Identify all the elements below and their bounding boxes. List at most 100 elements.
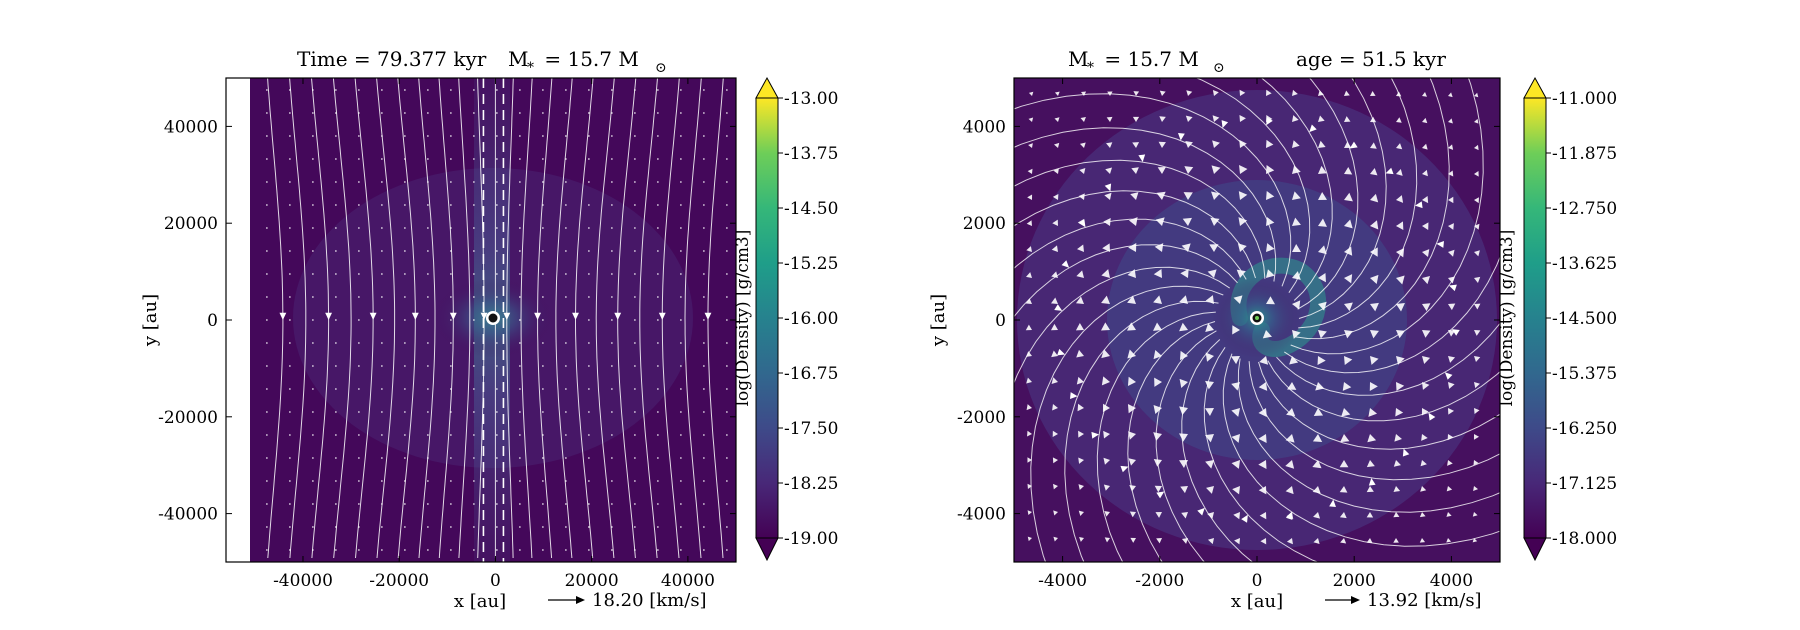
velocity-arrow (1205, 352, 1214, 362)
velocity-arrows-right (1025, 89, 1481, 545)
velocity-arrow (265, 135, 268, 137)
velocity-arrow (702, 89, 705, 91)
velocity-arrow (1053, 483, 1058, 490)
velocity-arrow (1155, 217, 1165, 226)
velocity-arrow (564, 526, 567, 528)
velocity-arrow (610, 411, 613, 413)
velocity-arrow (1421, 408, 1429, 416)
velocity-arrow (380, 319, 383, 321)
velocity-arrow (587, 158, 590, 160)
velocity-arrow (1128, 431, 1136, 440)
velocity-arrow (1051, 297, 1058, 304)
velocity-arrow (679, 296, 682, 298)
velocity-arrow (1104, 537, 1110, 543)
velocity-arrow (1370, 356, 1379, 365)
velocity-arrow (1318, 218, 1327, 227)
velocity-arrow (357, 388, 360, 390)
streamline (1014, 244, 1238, 318)
colorbar-tick-label-right: -18.000 (1552, 529, 1617, 549)
colorbar-tick-label-right: -13.625 (1552, 254, 1617, 274)
velocity-arrow (1473, 460, 1479, 466)
velocity-arrow (288, 296, 291, 298)
velocity-arrow (1179, 295, 1188, 304)
velocity-arrow (472, 319, 475, 321)
y-tick-label-right: 4000 (963, 117, 1006, 137)
velocity-arrow (426, 411, 429, 413)
velocity-arrow (1422, 249, 1430, 258)
velocity-arrow (403, 250, 406, 252)
velocity-arrow (1179, 406, 1188, 416)
velocity-arrow (1292, 140, 1300, 148)
velocity-arrow (288, 457, 291, 459)
velocity-arrow (1266, 296, 1275, 305)
velocity-arrow (610, 388, 613, 390)
velocity-arrow (449, 181, 452, 183)
velocity-arrow (633, 457, 636, 459)
velocity-arrow (1366, 512, 1374, 518)
velocity-arrow (1448, 276, 1456, 284)
velocity-arrow (472, 411, 475, 413)
velocity-arrow (1129, 484, 1136, 492)
velocity-arrow (679, 388, 682, 390)
velocity-arrow (656, 457, 659, 459)
colorbar-tick-label-right: -14.500 (1552, 309, 1617, 329)
velocity-arrow (380, 296, 383, 298)
velocity-arrow (610, 503, 613, 505)
colorbar-tick-label-left: -14.50 (784, 199, 838, 219)
velocity-arrow (265, 181, 268, 183)
velocity-arrow (1209, 244, 1219, 252)
velocity-arrow (334, 480, 337, 482)
velocity-arrow (1448, 330, 1456, 337)
streamline-arrowhead (1444, 372, 1453, 380)
velocity-arrow (564, 342, 567, 344)
velocity-arrow (1027, 194, 1033, 200)
velocity-arrow (1292, 115, 1299, 122)
velocity-arrow (1262, 330, 1272, 339)
velocity-arrow (679, 227, 682, 229)
streamline (1014, 190, 1256, 279)
velocity-arrow (1366, 460, 1375, 468)
velocity-arrow (1318, 90, 1324, 96)
velocity-arrow (587, 227, 590, 229)
velocity-arrow (702, 296, 705, 298)
y-tick-label-right: -4000 (957, 505, 1006, 525)
velocity-arrow (1292, 191, 1301, 200)
velocity-arrow (1232, 325, 1240, 335)
velocity-arrow (564, 204, 567, 206)
velocity-arrow (702, 365, 705, 367)
velocity-arrow (1292, 165, 1301, 174)
velocity-arrow (725, 480, 728, 482)
velocity-arrow (380, 135, 383, 137)
velocity-arrow (679, 112, 682, 114)
velocity-arrow (1474, 408, 1480, 414)
velocity-arrow (311, 158, 314, 160)
velocity-arrow (679, 411, 682, 413)
plot-area-right (1014, 78, 1500, 562)
colorbar-right: -11.000 -11.875 -12.750 -13.625 -14.500 -15.3… (1497, 76, 1617, 562)
velocity-arrow (1266, 114, 1273, 122)
velocity-arrow (1370, 142, 1377, 149)
streamline-arrowhead (1309, 124, 1317, 133)
velocity-arrow (1422, 303, 1431, 312)
velocity-arrow (1473, 434, 1480, 440)
velocity-arrow (1153, 404, 1162, 415)
velocity-arrow (1266, 191, 1275, 200)
velocity-arrow (334, 365, 337, 367)
y-axis-label-right: y [au] (928, 294, 949, 347)
velocity-arrow (1158, 141, 1166, 148)
velocity-arrow (311, 503, 314, 505)
velocity-arrow (1154, 485, 1162, 493)
velocity-arrow (403, 549, 406, 551)
velocity-arrow (334, 319, 337, 321)
velocity-arrow (403, 112, 406, 114)
velocity-arrow (449, 158, 452, 160)
velocity-arrow (679, 549, 682, 551)
velocity-arrow (564, 319, 567, 321)
streamline (1014, 266, 1230, 385)
velocity-arrow (357, 365, 360, 367)
y-tick-label-right: -2000 (957, 408, 1006, 428)
velocity-arrow (587, 250, 590, 252)
velocity-arrow (1232, 486, 1240, 495)
velocity-arrow (1420, 460, 1427, 467)
velocity-arrow (1287, 382, 1297, 390)
